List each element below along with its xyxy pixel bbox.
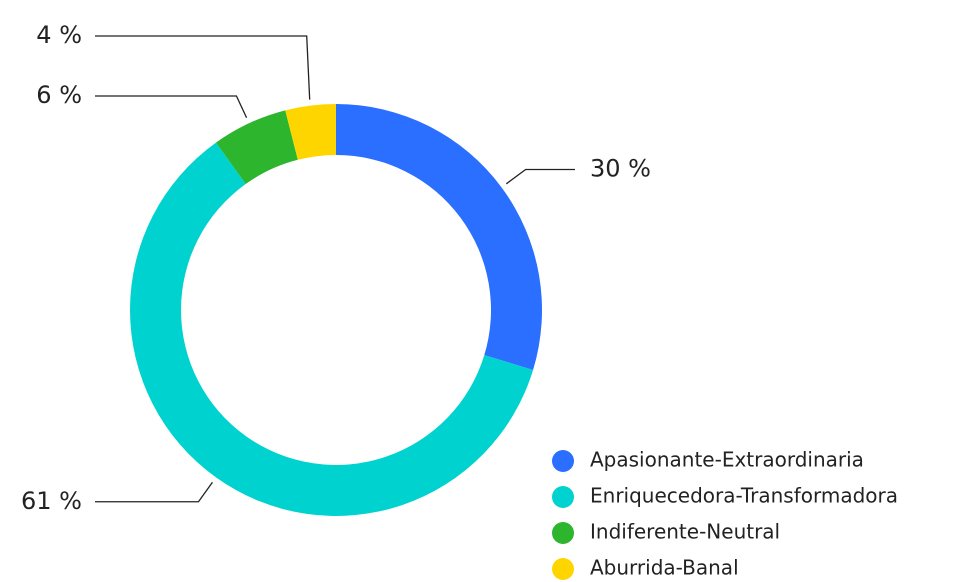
donut-segment	[285, 104, 336, 160]
legend-label: Apasionante-Extraordinaria	[590, 448, 864, 472]
data-label: 6 %	[36, 81, 82, 109]
leader-line	[95, 481, 213, 503]
legend-marker	[552, 558, 574, 580]
leader-line	[505, 168, 575, 185]
legend-marker	[552, 522, 574, 544]
data-label: 30 %	[590, 155, 651, 183]
leader-line	[95, 35, 311, 100]
donut-segment	[336, 104, 542, 370]
data-label: 4 %	[36, 21, 82, 49]
legend-marker	[552, 486, 574, 508]
leader-line	[95, 95, 248, 119]
data-label: 61 %	[21, 487, 82, 515]
donut-segment	[215, 110, 298, 185]
legend-label: Aburrida-Banal	[590, 556, 739, 580]
legend-label: Indiferente-Neutral	[590, 520, 780, 544]
legend-label: Enriquecedora-Transformadora	[590, 484, 898, 508]
legend-marker	[552, 450, 574, 472]
